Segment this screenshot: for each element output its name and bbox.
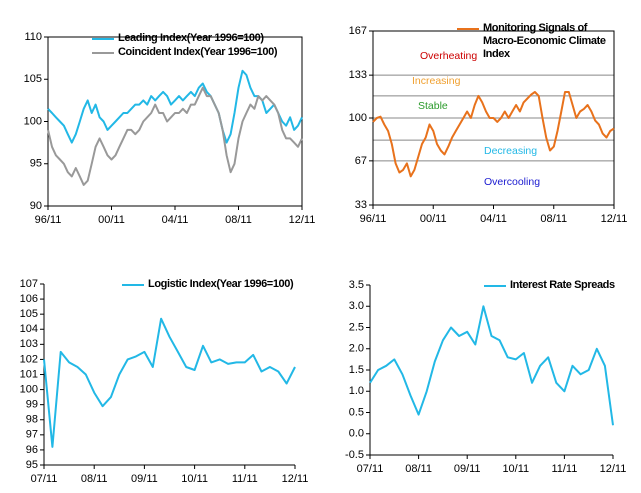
x-tick-label: 09/11 — [131, 473, 158, 485]
legend-label: Logistic Index(Year 1996=100) — [148, 278, 294, 290]
x-tick-label: 96/11 — [35, 214, 62, 226]
x-tick-label: 00/11 — [98, 214, 125, 226]
legend-entry: Interest Rate Spreads — [484, 279, 615, 292]
legend-entry: Logistic Index(Year 1996=100) — [122, 278, 294, 291]
legend-swatch — [484, 285, 506, 287]
y-tick-label: 2.5 — [349, 321, 364, 333]
data-line — [43, 317, 296, 448]
y-tick-label: 67 — [355, 155, 367, 167]
y-tick-label: 2.0 — [349, 343, 364, 355]
y-tick-label: 100 — [20, 383, 38, 395]
y-tick-label: 0.5 — [349, 406, 364, 418]
data-line — [369, 305, 614, 426]
x-tick-label: 08/11 — [225, 214, 252, 226]
x-tick-label: 12/11 — [600, 463, 627, 475]
y-tick-label: 103 — [20, 338, 38, 350]
y-tick-label: 101 — [20, 368, 38, 380]
x-tick-label: 11/11 — [551, 463, 577, 475]
y-tick-label: 104 — [20, 323, 38, 335]
zone-label: Overheating — [420, 50, 478, 62]
y-tick-label: 96 — [26, 444, 38, 456]
x-tick-label: 07/11 — [357, 463, 384, 475]
x-tick-label: 12/11 — [282, 473, 309, 485]
y-tick-label: 95 — [30, 158, 42, 170]
legend-label: Leading Index(Year 1996=100) — [118, 32, 264, 44]
legend-label: Interest Rate Spreads — [510, 279, 615, 291]
y-tick-label: 106 — [20, 293, 38, 305]
x-tick-label: 10/11 — [502, 463, 529, 475]
y-tick-label: 110 — [24, 31, 42, 43]
y-tick-label: 99 — [26, 399, 38, 411]
y-tick-label: 100 — [349, 112, 367, 124]
y-tick-label: 167 — [349, 25, 367, 37]
legend-label: Monitoring Signals of Macro-Economic Cli… — [483, 22, 606, 60]
x-tick-label: 04/11 — [162, 214, 189, 226]
legend-swatch — [122, 284, 144, 286]
x-tick-label: 04/11 — [480, 213, 507, 225]
y-tick-label: -0.5 — [345, 449, 364, 461]
legend-swatch — [92, 52, 114, 54]
y-tick-label: 3.0 — [349, 300, 364, 312]
y-tick-label: 102 — [20, 353, 38, 365]
x-tick-label: 07/11 — [31, 473, 58, 485]
zone-label: Stable — [418, 100, 448, 112]
y-tick-label: 90 — [30, 200, 42, 212]
legend-entry: Coincident Index(Year 1996=100) — [92, 46, 278, 59]
x-tick-label: 08/11 — [81, 473, 108, 485]
y-tick-label: 33 — [355, 199, 367, 211]
y-tick-label: 1.5 — [349, 364, 364, 376]
x-tick-label: 11/11 — [232, 473, 258, 485]
y-tick-label: 133 — [349, 69, 367, 81]
y-tick-label: 0.0 — [349, 428, 364, 440]
y-tick-label: 97 — [26, 429, 38, 441]
y-tick-label: 98 — [26, 414, 38, 426]
y-tick-label: 95 — [26, 459, 38, 471]
legend-swatch — [457, 28, 479, 30]
x-tick-label: 10/11 — [181, 473, 208, 485]
x-tick-label: 08/11 — [405, 463, 432, 475]
zone-label: Increasing — [412, 75, 461, 87]
x-tick-label: 09/11 — [454, 463, 481, 475]
x-tick-label: 00/11 — [420, 213, 447, 225]
y-tick-label: 105 — [24, 73, 42, 85]
legend-label: Coincident Index(Year 1996=100) — [118, 46, 278, 58]
x-tick-label: 12/11 — [289, 214, 316, 226]
y-tick-label: 1.0 — [349, 385, 364, 397]
y-tick-label: 105 — [20, 308, 38, 320]
zone-label: Overcooling — [484, 176, 541, 188]
y-tick-label: 3.5 — [349, 279, 364, 291]
data-line — [372, 91, 615, 178]
legend-entry: Leading Index(Year 1996=100) — [92, 32, 264, 45]
x-tick-label: 08/11 — [540, 213, 567, 225]
y-tick-label: 107 — [20, 278, 38, 290]
legend-swatch — [92, 38, 114, 40]
data-line — [47, 86, 303, 186]
y-tick-label: 100 — [24, 115, 42, 127]
legend-entry: Monitoring Signals of Macro-Economic Cli… — [457, 22, 622, 61]
plot-frame — [47, 36, 303, 207]
data-line — [47, 69, 303, 144]
zone-label: Decreasing — [484, 145, 538, 157]
x-tick-label: 96/11 — [360, 213, 387, 225]
x-tick-label: 12/11 — [601, 213, 628, 225]
